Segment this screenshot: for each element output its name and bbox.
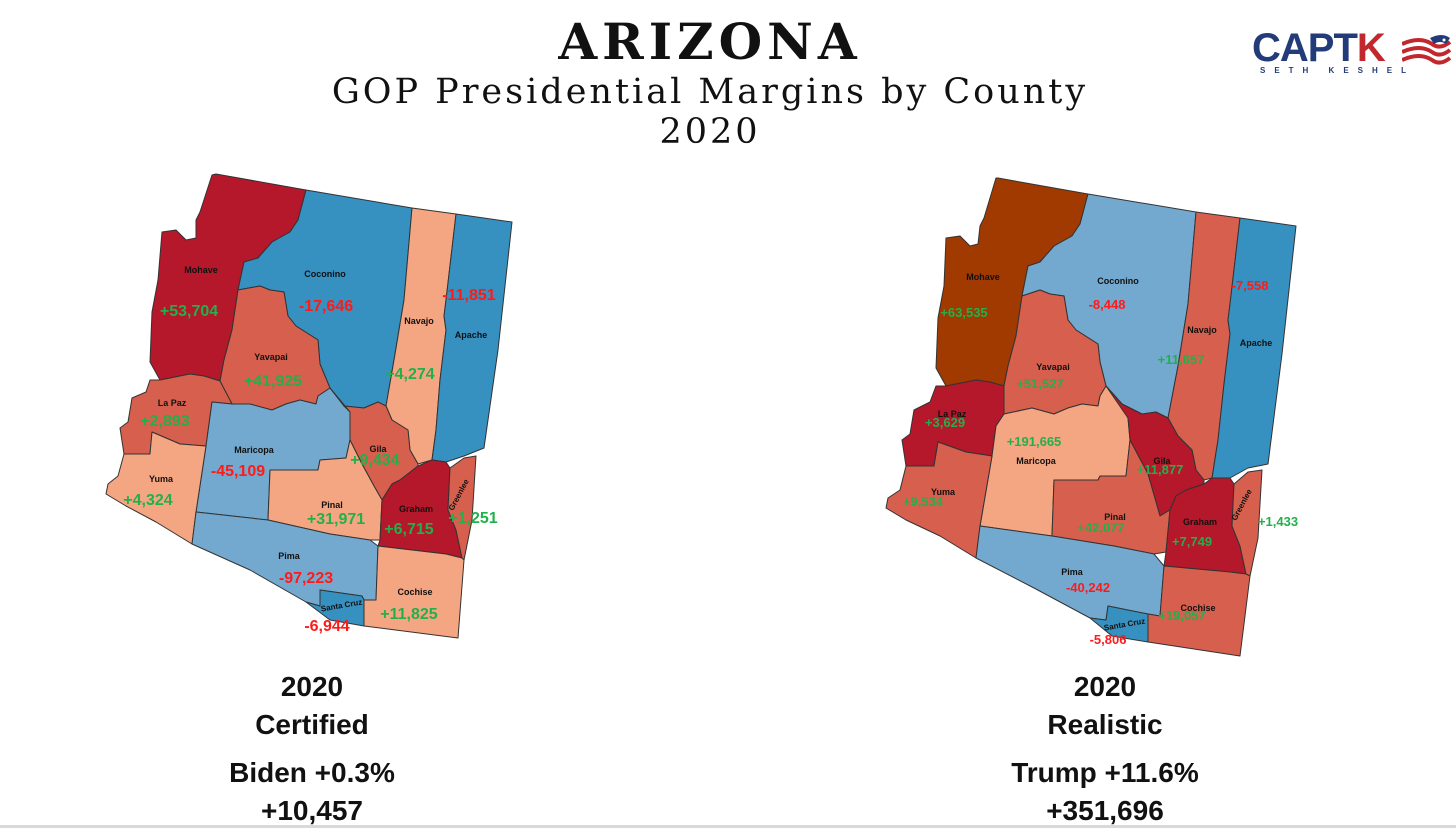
label-maricopa: Maricopa [234,445,275,455]
label-navajo: Navajo [404,316,434,326]
margin-yavapai: +41,925 [244,373,302,390]
caption-kind: Realistic [1047,709,1163,740]
logo-wordmark: CAPTK [1252,26,1386,70]
label-yavapai: Yavapai [1036,362,1070,372]
margin-apache: -7,558 [1232,278,1269,293]
label-mohave: Mohave [184,265,218,275]
label-maricopa: Maricopa [1016,456,1057,466]
margin-la-paz: +2,893 [140,413,189,430]
label-apache: Apache [1240,338,1273,348]
caption-year: 2020 [280,671,344,702]
margin-pinal: +42,077 [1077,520,1124,535]
label-cochise: Cochise [397,587,432,597]
label-la-paz: La Paz [158,398,187,408]
caption-year: 2020 [1073,671,1137,702]
page-title: ARIZONA [558,12,862,71]
bottom-divider [0,825,1456,828]
label-apache: Apache [455,330,488,340]
caption-realistic: 2020 Realistic Trump +11.6% +351,696 [955,668,1255,830]
margin-maricopa: +191,665 [1007,434,1062,449]
caption-total: +351,696 [1046,795,1164,826]
county-yuma[interactable] [885,441,993,559]
caption-result: Trump +11.6% [1011,757,1199,788]
caption-certified: 2020 Certified Biden +0.3% +10,457 [162,668,462,830]
county-cochise[interactable] [363,545,465,639]
label-yavapai: Yavapai [254,352,288,362]
label-yuma: Yuma [149,474,174,484]
label-gila: Gila [369,444,387,454]
page-year: 2020 [659,112,761,152]
label-gila: Gila [1153,456,1171,466]
caption-total: +10,457 [261,795,363,826]
margin-santa-cruz: -5,806 [1090,632,1127,647]
margin-cochise: +11,825 [380,606,438,623]
label-pinal: Pinal [1104,512,1126,522]
margin-navajo: +11,657 [1158,352,1205,367]
margin-mohave: +63,535 [940,305,987,320]
caption-result: Biden +0.3% [229,757,395,788]
margin-gila: +11,877 [1137,462,1184,477]
caption-kind: Certified [255,709,369,740]
label-pinal: Pinal [321,500,343,510]
margin-navajo: +4,274 [385,366,434,383]
county-cochise[interactable] [1147,565,1251,657]
label-pima: Pima [1061,567,1084,577]
label-pima: Pima [278,551,301,561]
label-cochise: Cochise [1180,603,1215,613]
margin-gila: +9,434 [350,452,399,469]
label-la-paz: La Paz [938,409,967,419]
label-graham: Graham [399,504,433,514]
margin-graham: +6,715 [384,521,433,538]
margin-pinal: +31,971 [307,511,365,528]
label-graham: Graham [1183,517,1217,527]
label-yuma: Yuma [931,487,956,497]
county-yuma[interactable] [105,431,207,545]
margin-yuma: +4,324 [123,492,172,509]
county-santa-cruz[interactable] [305,589,365,627]
margin-greenlee: +1,433 [1258,514,1298,529]
margin-yavapai: +51,527 [1016,376,1063,391]
logo-text-main: CAPT [1252,26,1358,70]
eagle-flag-icon [1402,35,1452,65]
margin-yuma: +9,534 [903,494,944,509]
logo-subtext: SETH KESHEL [1260,66,1416,75]
margin-coconino: -8,448 [1089,297,1126,312]
label-coconino: Coconino [1097,276,1139,286]
title-block: ARIZONA GOP Presidential Margins by Coun… [0,12,1420,152]
label-navajo: Navajo [1187,325,1217,335]
label-mohave: Mohave [966,272,1000,282]
margin-maricopa: -45,109 [211,463,265,480]
margin-graham: +7,749 [1172,534,1212,549]
margin-pima: -97,223 [279,570,333,587]
margin-coconino: -17,646 [299,298,353,315]
captk-logo: CAPTK SETH KESHEL [1252,28,1452,76]
margin-la-paz: +3,629 [925,415,965,430]
margin-greenlee: +1,251 [448,510,497,527]
page-subtitle: GOP Presidential Margins by County [331,72,1089,112]
margin-pima: -40,242 [1066,580,1110,595]
margin-mohave: +53,704 [160,303,218,320]
logo-text-accent: K [1356,26,1386,70]
label-coconino: Coconino [304,269,346,279]
margin-cochise: +19,057 [1158,608,1205,623]
margin-santa-cruz: -6,944 [304,618,349,635]
margin-apache: -11,851 [442,287,495,304]
